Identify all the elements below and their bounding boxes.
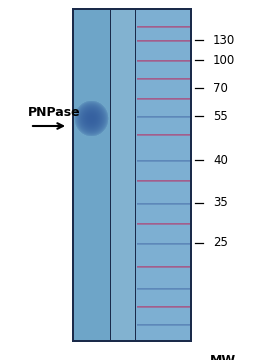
Text: 35: 35 <box>213 197 228 210</box>
Text: PNPase: PNPase <box>28 105 81 118</box>
Text: 55: 55 <box>213 109 228 122</box>
Text: 130: 130 <box>213 33 235 46</box>
Text: 25: 25 <box>213 237 228 249</box>
Text: MW: MW <box>210 354 236 360</box>
Text: 40: 40 <box>213 153 228 166</box>
Text: 70: 70 <box>213 81 228 94</box>
Text: 100: 100 <box>213 54 235 67</box>
